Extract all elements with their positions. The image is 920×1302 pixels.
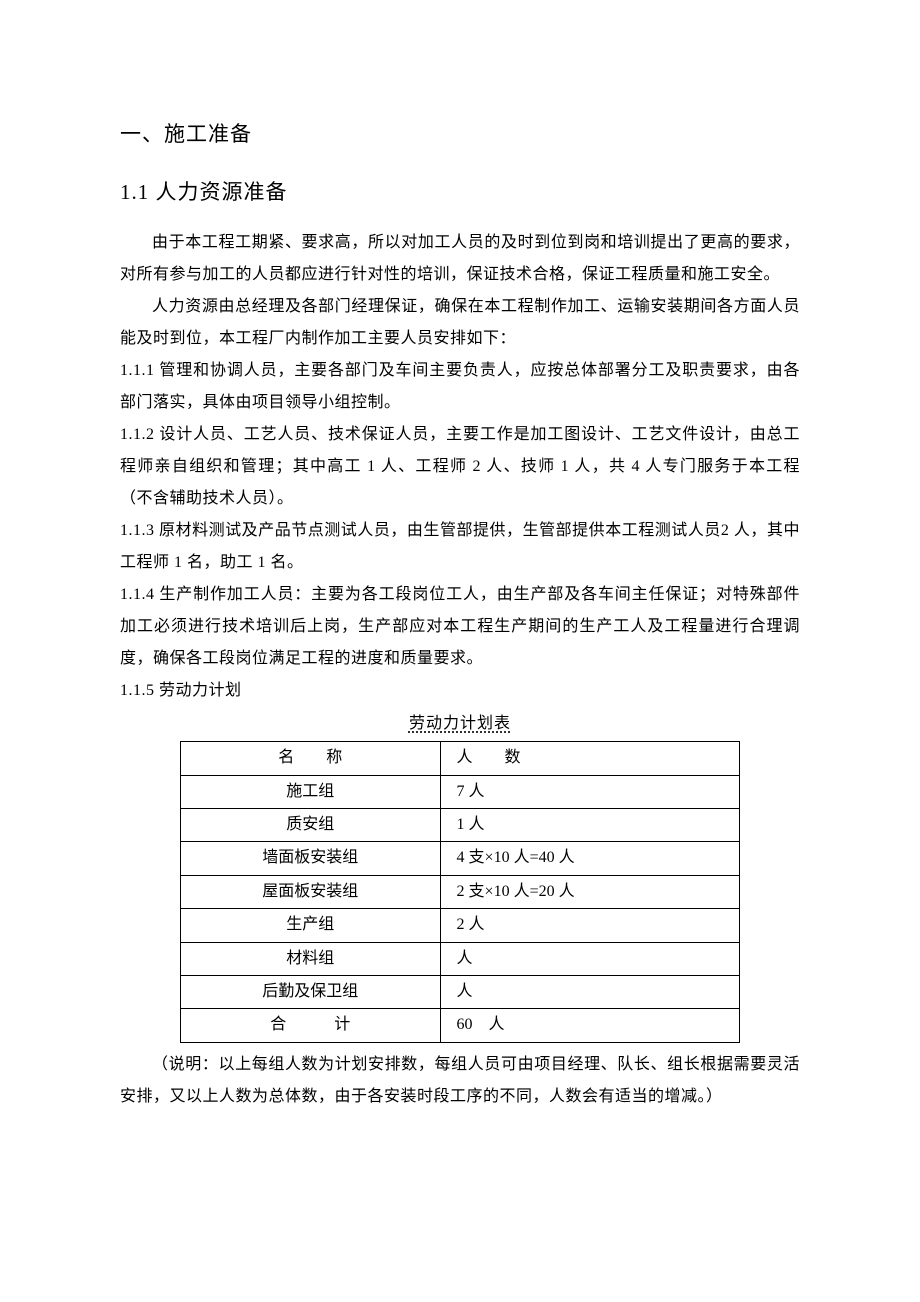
subsection-heading: 1.1 人力资源准备 bbox=[120, 173, 800, 213]
table-cell-name: 施工组 bbox=[181, 775, 441, 808]
table-cell-name: 墙面板安装组 bbox=[181, 842, 441, 875]
table-row: 材料组 人 bbox=[181, 942, 740, 975]
table-header-name: 名 称 bbox=[181, 742, 441, 775]
table-cell-count: 2 人 bbox=[440, 909, 739, 942]
table-footer-row: 合 计 60 人 bbox=[181, 1009, 740, 1042]
table-title: 劳动力计划表 bbox=[120, 709, 800, 739]
table-cell-name: 屋面板安装组 bbox=[181, 875, 441, 908]
table-row: 屋面板安装组 2 支×10 人=20 人 bbox=[181, 875, 740, 908]
paragraph-113: 1.1.3 原材料测试及产品节点测试人员，由生管部提供，生管部提供本工程测试人员… bbox=[120, 515, 800, 579]
table-cell-count: 4 支×10 人=40 人 bbox=[440, 842, 739, 875]
table-cell-count: 人 bbox=[440, 975, 739, 1008]
table-cell-name: 质安组 bbox=[181, 808, 441, 841]
paragraph-111: 1.1.1 管理和协调人员，主要各部门及车间主要负责人，应按总体部署分工及职责要… bbox=[120, 355, 800, 419]
table-row: 后勤及保卫组 人 bbox=[181, 975, 740, 1008]
table-footer-count: 60 人 bbox=[440, 1009, 739, 1042]
paragraph-115: 1.1.5 劳动力计划 bbox=[120, 675, 800, 707]
paragraph-112: 1.1.2 设计人员、工艺人员、技术保证人员，主要工作是加工图设计、工艺文件设计… bbox=[120, 419, 800, 515]
section-heading: 一、施工准备 bbox=[120, 115, 800, 155]
table-cell-name: 后勤及保卫组 bbox=[181, 975, 441, 1008]
table-cell-count: 2 支×10 人=20 人 bbox=[440, 875, 739, 908]
table-row: 质安组 1 人 bbox=[181, 808, 740, 841]
table-cell-count: 1 人 bbox=[440, 808, 739, 841]
paragraph-intro-1: 由于本工程工期紧、要求高，所以对加工人员的及时到位到岗和培训提出了更高的要求，对… bbox=[120, 227, 800, 291]
table-cell-count: 7 人 bbox=[440, 775, 739, 808]
table-cell-name: 生产组 bbox=[181, 909, 441, 942]
table-header-count: 人 数 bbox=[440, 742, 739, 775]
table-header-row: 名 称 人 数 bbox=[181, 742, 740, 775]
table-row: 施工组 7 人 bbox=[181, 775, 740, 808]
labor-plan-table: 名 称 人 数 施工组 7 人 质安组 1 人 墙面板安装组 4 支×10 人=… bbox=[180, 741, 740, 1043]
paragraph-intro-2: 人力资源由总经理及各部门经理保证，确保在本工程制作加工、运输安装期间各方面人员能… bbox=[120, 291, 800, 355]
table-cell-count: 人 bbox=[440, 942, 739, 975]
table-row: 生产组 2 人 bbox=[181, 909, 740, 942]
table-cell-name: 材料组 bbox=[181, 942, 441, 975]
table-note: （说明：以上每组人数为计划安排数，每组人员可由项目经理、队长、组长根据需要灵活安… bbox=[120, 1049, 800, 1113]
table-footer-name: 合 计 bbox=[181, 1009, 441, 1042]
table-row: 墙面板安装组 4 支×10 人=40 人 bbox=[181, 842, 740, 875]
paragraph-114: 1.1.4 生产制作加工人员：主要为各工段岗位工人，由生产部及各车间主任保证；对… bbox=[120, 579, 800, 675]
